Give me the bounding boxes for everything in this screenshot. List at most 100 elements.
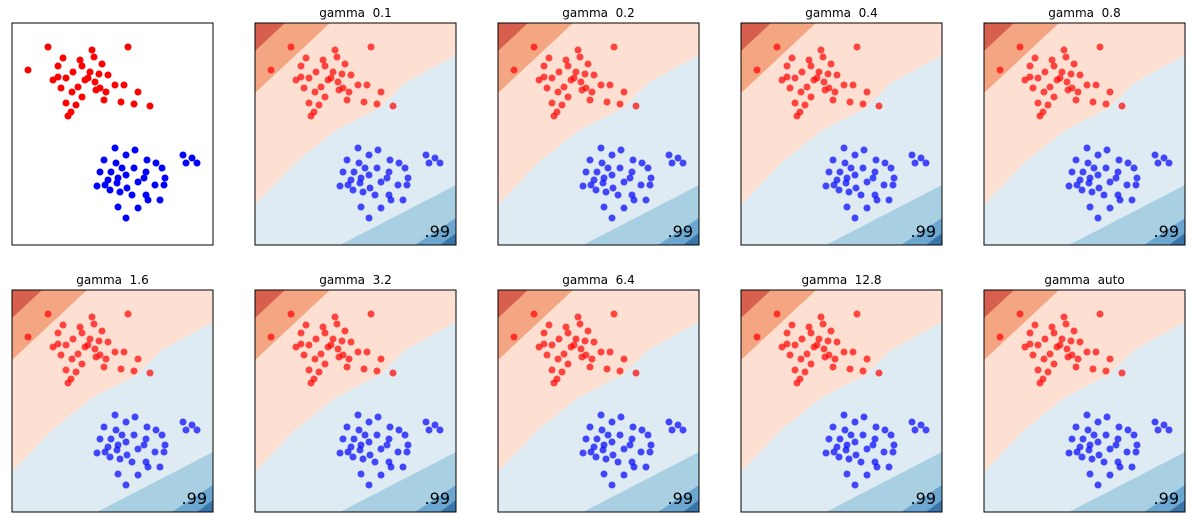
point — [827, 60, 835, 68]
point — [825, 168, 833, 176]
point — [753, 66, 761, 74]
point — [555, 335, 563, 343]
point — [104, 443, 112, 451]
point — [786, 84, 794, 92]
point — [1041, 335, 1049, 343]
point — [574, 313, 582, 321]
point — [98, 327, 106, 335]
point — [92, 86, 100, 94]
point — [1160, 421, 1168, 429]
point — [156, 463, 164, 471]
point — [996, 333, 1004, 341]
point — [1094, 214, 1102, 222]
decision-region — [255, 23, 456, 205]
decision-region — [984, 23, 1185, 205]
point — [1034, 366, 1042, 374]
point — [81, 76, 89, 84]
point — [146, 369, 154, 377]
point — [403, 181, 411, 189]
point — [614, 191, 622, 199]
point — [851, 481, 859, 489]
point — [387, 196, 395, 204]
point — [1086, 203, 1094, 211]
point — [329, 68, 337, 76]
point — [385, 435, 393, 443]
decision-region — [741, 23, 816, 93]
point — [305, 366, 313, 374]
point — [357, 203, 365, 211]
point — [637, 181, 645, 189]
point — [179, 151, 187, 159]
point — [620, 204, 628, 212]
point — [608, 438, 616, 446]
point — [367, 310, 375, 318]
point — [363, 348, 371, 356]
point — [401, 164, 409, 172]
point — [815, 68, 823, 76]
point — [1115, 423, 1123, 431]
point — [100, 156, 108, 164]
point — [558, 368, 566, 376]
point — [143, 423, 151, 431]
point — [335, 353, 343, 361]
point — [1128, 463, 1136, 471]
point — [297, 340, 305, 348]
point — [674, 154, 682, 162]
point — [100, 96, 108, 104]
annotation: .99 — [668, 222, 693, 241]
point — [1064, 86, 1072, 94]
point — [64, 112, 72, 120]
point — [1102, 164, 1110, 172]
point — [355, 426, 363, 434]
decision-region — [741, 290, 771, 318]
point — [1112, 441, 1120, 449]
point — [586, 96, 594, 104]
point — [336, 182, 344, 190]
point — [144, 196, 152, 204]
decision-region — [498, 23, 699, 205]
point — [365, 438, 373, 446]
point — [773, 310, 781, 318]
point — [107, 168, 115, 176]
point — [383, 174, 391, 182]
point — [555, 68, 563, 76]
point — [598, 159, 606, 167]
point — [674, 421, 682, 429]
point — [548, 99, 556, 107]
point — [1106, 178, 1114, 186]
decision-region — [901, 218, 942, 245]
point — [593, 168, 601, 176]
point — [134, 204, 142, 212]
decision-region — [1144, 218, 1185, 245]
point — [151, 448, 159, 456]
point — [917, 154, 925, 162]
point — [616, 164, 624, 172]
point — [1058, 335, 1066, 343]
point — [845, 188, 853, 196]
point — [335, 86, 343, 94]
point — [922, 426, 930, 434]
point — [355, 159, 363, 167]
point — [321, 329, 329, 337]
point — [638, 426, 646, 434]
point — [134, 178, 142, 186]
decision-region — [1069, 185, 1185, 245]
subplot-title: gamma 0.2 — [562, 6, 634, 20]
point — [305, 341, 313, 349]
point — [386, 423, 394, 431]
point — [620, 355, 628, 363]
point — [1165, 426, 1173, 434]
point — [1068, 435, 1076, 443]
point — [158, 431, 166, 439]
point — [1083, 144, 1091, 152]
point — [366, 184, 374, 192]
point — [617, 413, 625, 421]
point — [1046, 350, 1054, 358]
point — [840, 348, 848, 356]
point — [86, 335, 94, 343]
point — [395, 426, 403, 434]
decision-region — [1069, 452, 1185, 512]
point — [1088, 455, 1096, 463]
decision-region — [984, 23, 1059, 93]
point — [1102, 431, 1110, 439]
